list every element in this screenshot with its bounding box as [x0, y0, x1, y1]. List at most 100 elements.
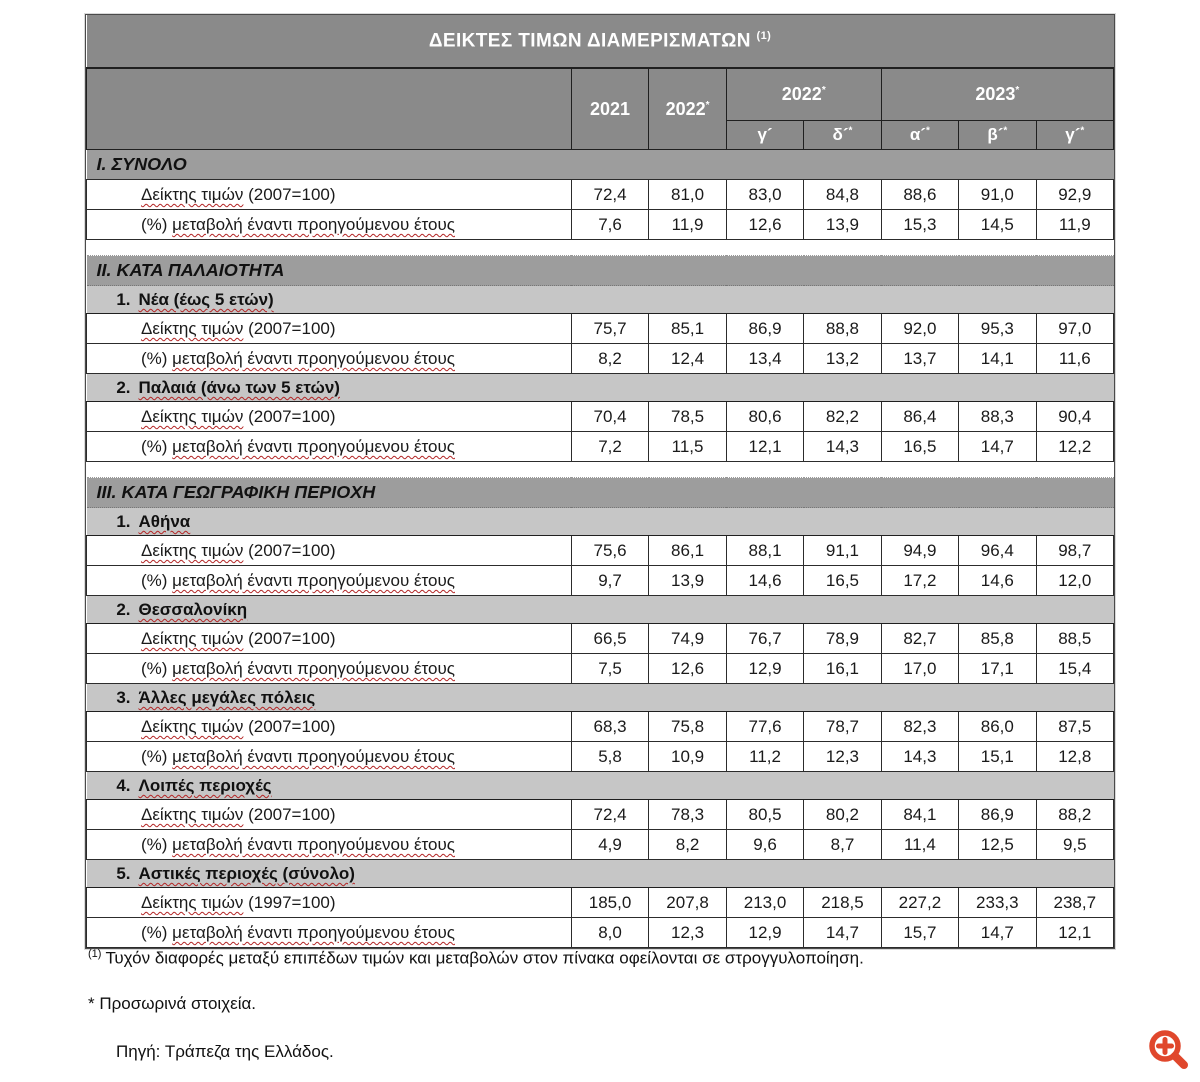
value-cell: 185,0 — [570, 887, 650, 919]
quarter-header-2022-q3: γ´ — [725, 120, 805, 151]
value-cell: 9,6 — [725, 829, 805, 861]
row-label: Δείκτης τιμών (2007=100) — [86, 313, 572, 345]
row-label-main: μεταβολή έναντι προηγούμενου έτους — [172, 658, 455, 678]
data-row: Δείκτης τιμών (2007=100) 75,7 85,1 86,9 88,8… — [86, 313, 1115, 345]
row-label: Δείκτης τιμών (2007=100) — [86, 535, 572, 567]
group-header-2023: 2023* — [880, 67, 1115, 122]
value-cell: 213,0 — [725, 887, 805, 919]
corner-header-cell — [86, 67, 572, 151]
value-cell: 12,0 — [1035, 565, 1115, 597]
value-cell: 86,0 — [958, 711, 1037, 743]
value-cell: 81,0 — [648, 179, 727, 211]
row-label: (%) μεταβολή έναντι προηγούμενου έτους — [86, 431, 572, 463]
section-gap-row — [86, 461, 1114, 479]
value-cell: 92,0 — [880, 313, 960, 345]
row-label-main: Δείκτης τιμών — [141, 540, 244, 560]
row-label-main: μεταβολή έναντι προηγούμενου έτους — [172, 348, 455, 368]
value-cell: 80,6 — [725, 401, 805, 433]
value-cell: 238,7 — [1035, 887, 1115, 919]
zoom-in-magnifier-icon — [1144, 1026, 1194, 1076]
subsection-number: 1. — [116, 289, 131, 309]
row-label-main: μεταβολή έναντι προηγούμενου έτους — [172, 922, 455, 942]
value-cell: 14,7 — [958, 431, 1037, 463]
row-label-main: μεταβολή έναντι προηγούμενου έτους — [172, 214, 455, 234]
value-cell: 13,7 — [880, 343, 960, 375]
value-cell: 11,5 — [648, 431, 727, 463]
data-row: (%) μεταβολή έναντι προηγούμενου έτους 7,… — [86, 209, 1115, 241]
row-label-main: μεταβολή έναντι προηγούμενου έτους — [172, 834, 455, 854]
subsection-heading-row: 5. Αστικές περιοχές (σύνολο) — [86, 859, 1114, 889]
footnote-provisional: * Προσωρινά στοιχεία. — [88, 994, 257, 1013]
footnote-rounding-text: Τυχόν διαφορές μεταξύ επιπέδων τιμών και… — [105, 948, 864, 968]
value-cell: 94,9 — [880, 535, 960, 567]
data-row: Δείκτης τιμών (2007=100) 72,4 81,0 83,0 84,8… — [86, 179, 1115, 211]
value-cell: 85,8 — [958, 623, 1037, 655]
subsection-name: Αθήνα — [138, 511, 191, 531]
row-label: Δείκτης τιμών (2007=100) — [86, 401, 572, 433]
col-header-2021: 2021 — [570, 67, 650, 151]
value-cell: 12,6 — [725, 209, 805, 241]
row-label-main: Δείκτης τιμών — [141, 318, 244, 338]
group-header-2022: 2022* — [725, 67, 882, 122]
row-label-main: Δείκτης τιμών — [141, 892, 244, 912]
value-cell: 12,1 — [1035, 917, 1115, 949]
value-cell: 96,4 — [958, 535, 1037, 567]
value-cell: 78,9 — [803, 623, 882, 655]
value-cell: 11,4 — [880, 829, 960, 861]
footnote-rounding-ref: (1) — [88, 948, 102, 960]
value-cell: 74,9 — [648, 623, 727, 655]
row-label-main: μεταβολή έναντι προηγούμενου έτους — [172, 570, 455, 590]
value-cell: 95,3 — [958, 313, 1037, 345]
value-cell: 76,7 — [725, 623, 805, 655]
value-cell: 16,5 — [880, 431, 960, 463]
value-cell: 10,9 — [648, 741, 727, 773]
value-cell: 72,4 — [570, 799, 650, 831]
value-cell: 12,3 — [648, 917, 727, 949]
value-cell: 82,3 — [880, 711, 960, 743]
value-cell: 17,1 — [958, 653, 1037, 685]
value-cell: 86,1 — [648, 535, 727, 567]
value-cell: 75,8 — [648, 711, 727, 743]
quarter-header-2022-q4: δ´* — [803, 120, 882, 151]
value-cell: 72,4 — [570, 179, 650, 211]
value-cell: 13,4 — [725, 343, 805, 375]
value-cell: 78,7 — [803, 711, 882, 743]
quarter-header-2023-q2: β´* — [958, 120, 1037, 151]
subsection-heading-row: 2. Θεσσαλονίκη — [86, 595, 1114, 625]
value-cell: 12,5 — [958, 829, 1037, 861]
table-title-footnote-ref: (1) — [756, 30, 772, 42]
value-cell: 80,5 — [725, 799, 805, 831]
value-cell: 7,2 — [570, 431, 650, 463]
row-label: Δείκτης τιμών (2007=100) — [86, 799, 572, 831]
zoom-in-button[interactable] — [1144, 1026, 1194, 1076]
row-label-prefix: (%) — [141, 922, 173, 942]
value-cell: 88,3 — [958, 401, 1037, 433]
quarter-header-2023-q3: γ´* — [1035, 120, 1115, 151]
value-cell: 13,9 — [648, 565, 727, 597]
subsection-heading-row: 2. Παλαιά (άνω των 5 ετών) — [86, 373, 1114, 403]
data-row: Δείκτης τιμών (2007=100) 75,6 86,1 88,1 91,1… — [86, 535, 1115, 567]
value-cell: 4,9 — [570, 829, 650, 861]
section-heading-row: Ι. ΣΥΝΟΛΟ — [86, 149, 1114, 181]
row-label-main: Δείκτης τιμών — [141, 406, 244, 426]
apartment-price-index-table: ΔΕΙΚΤΕΣ ΤΙΜΩΝ ΔΙΑΜΕΡΙΣΜΑΤΩΝ (1) 2021 202… — [85, 14, 1115, 950]
table-title: ΔΕΙΚΤΕΣ ΤΙΜΩΝ ΔΙΑΜΕΡΙΣΜΑΤΩΝ (1) — [86, 15, 1114, 70]
year-header-row: 2021 2022* 2022* 2023* — [86, 67, 1115, 151]
section-gap — [86, 461, 1114, 479]
subsection-heading: 5. Αστικές περιοχές (σύνολο) — [86, 859, 1114, 889]
row-label: (%) μεταβολή έναντι προηγούμενου έτους — [86, 829, 572, 861]
value-cell: 14,6 — [958, 565, 1037, 597]
value-cell: 78,5 — [648, 401, 727, 433]
subsection-name: Νέα (έως 5 ετών) — [138, 289, 274, 309]
value-cell: 66,5 — [570, 623, 650, 655]
value-cell: 13,2 — [803, 343, 882, 375]
value-cell: 227,2 — [880, 887, 960, 919]
data-row: Δείκτης τιμών (2007=100) 68,3 75,8 77,6 78,7… — [86, 711, 1115, 743]
value-cell: 80,2 — [803, 799, 882, 831]
subsection-number: 4. — [116, 775, 131, 795]
subsection-heading: 2. Παλαιά (άνω των 5 ετών) — [86, 373, 1114, 403]
data-row: (%) μεταβολή έναντι προηγούμενου έτους 7,… — [86, 653, 1115, 685]
section-heading: ΙΙΙ. ΚΑΤΑ ΓΕΩΓΡΑΦΙΚΗ ΠΕΡΙΟΧΗ — [86, 477, 1114, 509]
subsection-heading-row: 1. Αθήνα — [86, 507, 1114, 537]
